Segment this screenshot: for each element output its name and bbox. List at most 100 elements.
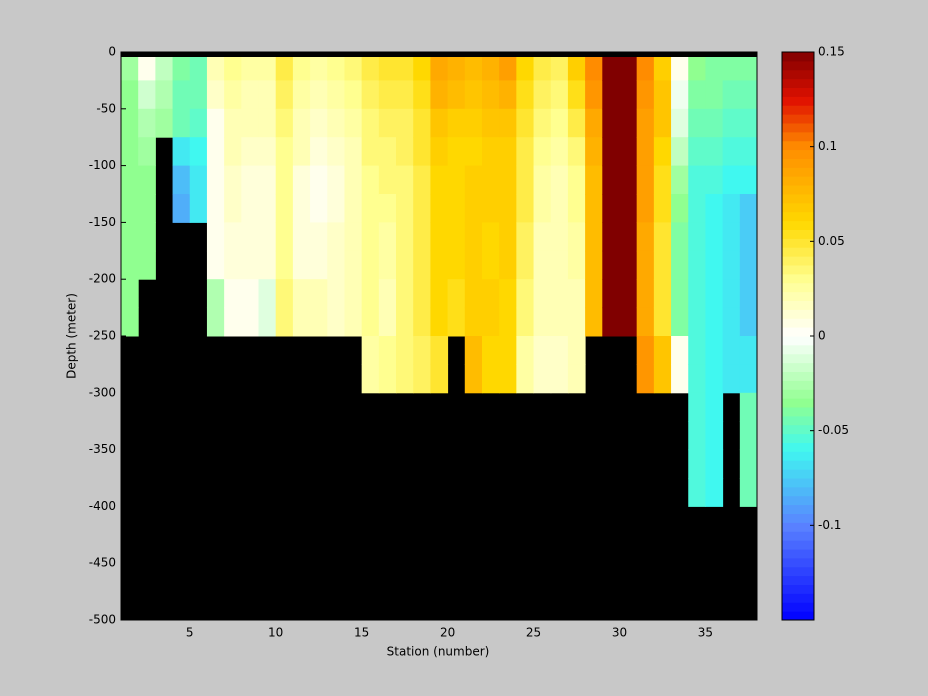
- y-tick-label: -100: [89, 158, 116, 172]
- heat-cell: [172, 52, 191, 81]
- colorbar-step: [782, 362, 814, 372]
- heat-cell: [121, 222, 139, 252]
- heat-cell: [430, 194, 449, 223]
- colorbar-step: [782, 469, 814, 479]
- heat-cell: [602, 194, 620, 223]
- heat-cell: [121, 137, 139, 167]
- heat-cell: [310, 80, 328, 110]
- heat-cell: [361, 80, 380, 110]
- heat-cell: [413, 80, 431, 110]
- heat-cell: [481, 52, 500, 81]
- heat-cell: [258, 279, 277, 309]
- heat-cell: [430, 336, 449, 365]
- heat-cell: [619, 222, 638, 252]
- heat-cell: [258, 307, 277, 337]
- heat-cell: [739, 421, 758, 451]
- colorbar-step: [782, 273, 814, 284]
- heat-cell: [155, 52, 174, 81]
- heat-cell: [327, 52, 345, 81]
- heat-cell: [378, 222, 397, 252]
- heat-cell: [653, 52, 672, 81]
- heat-cell: [602, 137, 620, 167]
- heat-cell: [533, 250, 552, 280]
- heat-cell: [533, 336, 552, 365]
- x-tick-label: 35: [698, 626, 713, 640]
- heat-cell: [653, 364, 672, 394]
- heat-cell: [705, 336, 724, 365]
- heat-cell: [121, 80, 139, 110]
- heat-cell: [378, 279, 397, 309]
- colorbar-step: [782, 415, 814, 426]
- heat-cell: [722, 52, 741, 81]
- heat-cell: [361, 108, 380, 138]
- heat-cell: [550, 108, 569, 138]
- heat-cell: [172, 165, 191, 195]
- colorbar-step: [782, 513, 814, 523]
- heat-cell: [619, 80, 638, 110]
- heat-cell: [310, 52, 328, 81]
- colorbar-step: [782, 229, 814, 239]
- heat-cell: [688, 222, 706, 252]
- heat-cell: [138, 250, 156, 280]
- heat-cell: [310, 279, 328, 309]
- heat-cell: [275, 307, 294, 337]
- y-tick-label: -500: [89, 613, 116, 627]
- heat-cell: [172, 80, 191, 110]
- heat-cell: [585, 194, 603, 223]
- heat-cell: [206, 222, 225, 252]
- heat-cell: [739, 194, 758, 223]
- heat-cell: [636, 80, 655, 110]
- colorbar-step: [782, 442, 814, 452]
- heat-cell: [619, 250, 638, 280]
- heat-cell: [138, 137, 156, 167]
- heat-cell: [378, 137, 397, 167]
- heat-cell: [533, 108, 552, 138]
- heat-cell: [516, 52, 535, 81]
- colorbar-step: [782, 353, 814, 364]
- heat-cell: [739, 250, 758, 280]
- heat-cell: [121, 194, 139, 223]
- heat-cell: [447, 307, 466, 337]
- heat-cell: [688, 336, 706, 365]
- heat-cell: [396, 137, 414, 167]
- colorbar-step: [782, 247, 814, 257]
- y-tick-label: 0: [108, 45, 116, 59]
- heat-cell: [688, 80, 706, 110]
- colorbar-step: [782, 265, 814, 275]
- heat-cell: [636, 108, 655, 138]
- heat-cell: [275, 137, 294, 167]
- heat-cell: [447, 279, 466, 309]
- heat-cell: [344, 279, 363, 309]
- heat-cell: [275, 250, 294, 280]
- heat-cell: [224, 250, 242, 280]
- heat-cell: [671, 80, 689, 110]
- colorbar-step: [782, 531, 814, 541]
- heat-cell: [138, 52, 156, 81]
- heat-cell: [619, 108, 638, 138]
- heat-cell: [688, 250, 706, 280]
- colorbar-tick-label: 0.15: [818, 45, 845, 59]
- heat-cell: [206, 137, 225, 167]
- heat-cell: [413, 336, 431, 365]
- heat-cell: [671, 279, 689, 309]
- x-tick-label: 30: [612, 626, 627, 640]
- heat-cell: [602, 279, 620, 309]
- heat-cell: [636, 222, 655, 252]
- colorbar-step: [782, 158, 814, 168]
- heat-cell: [481, 364, 500, 394]
- colorbar-step: [782, 176, 814, 186]
- heat-cell: [275, 165, 294, 195]
- heat-cell: [671, 307, 689, 337]
- heat-cell: [688, 449, 706, 479]
- heat-cell: [550, 194, 569, 223]
- colorbar-step: [782, 602, 814, 612]
- heat-cell: [172, 137, 191, 167]
- heat-cell: [327, 222, 345, 252]
- heat-cell: [653, 307, 672, 337]
- heat-cell: [602, 108, 620, 138]
- heat-cell: [310, 108, 328, 138]
- heat-cell: [739, 307, 758, 337]
- heat-cell: [499, 194, 517, 223]
- colorbar-step: [782, 336, 814, 346]
